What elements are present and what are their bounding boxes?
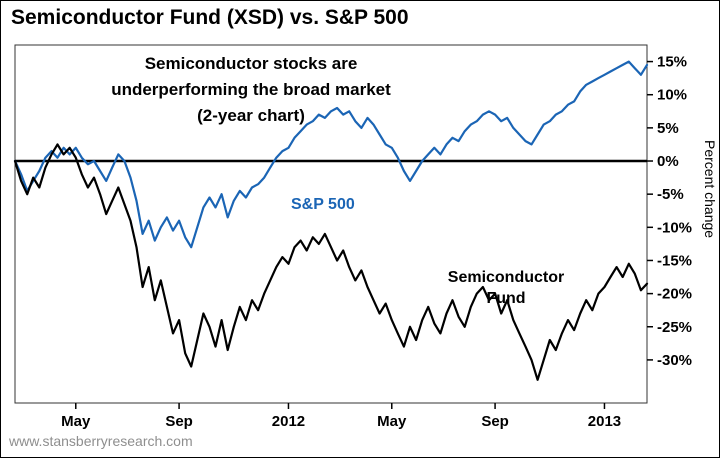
x-tick-label: Sep	[481, 413, 509, 430]
annotation-line-1: Semiconductor stocks are	[144, 54, 358, 73]
x-tick-label: 2012	[272, 413, 305, 430]
annotation-line-3: (2-year chart)	[197, 106, 305, 125]
series-line-semiconductor-fund	[13, 143, 649, 381]
chart-annotation: Semiconductor stocks are underperforming…	[61, 51, 441, 129]
y-tick-label: 15%	[657, 54, 687, 71]
semiconductor-fund-series-label: Semiconductor Fund	[426, 267, 586, 309]
fund-label-line-1: Semiconductor	[447, 269, 565, 286]
y-axis-title: Percent change	[702, 139, 718, 239]
y-tick-label: -15%	[657, 252, 692, 269]
y-tick-label: -30%	[657, 352, 692, 369]
source-url: www.stansberryresearch.com	[9, 433, 193, 449]
fund-label-line-2: Fund	[486, 290, 526, 307]
plot-border	[14, 44, 648, 404]
y-tick-label: 5%	[657, 120, 679, 137]
x-tick-label: 2013	[588, 413, 621, 430]
y-tick-label: -5%	[657, 186, 684, 203]
y-tick-label: -20%	[657, 286, 692, 303]
x-tick-label: May	[61, 413, 91, 430]
series-line-s-p-500	[13, 60, 649, 249]
x-tick-label: Sep	[165, 413, 193, 430]
y-tick-label: -25%	[657, 319, 692, 336]
annotation-line-2: underperforming the broad market	[111, 80, 391, 99]
x-tick-label: May	[377, 413, 407, 430]
sp500-series-label: S&P 500	[291, 196, 355, 213]
chart-title: Semiconductor Fund (XSD) vs. S&P 500	[11, 6, 409, 29]
y-tick-label: -10%	[657, 219, 692, 236]
y-tick-label: 10%	[657, 87, 687, 104]
y-tick-label: 0%	[657, 153, 679, 170]
